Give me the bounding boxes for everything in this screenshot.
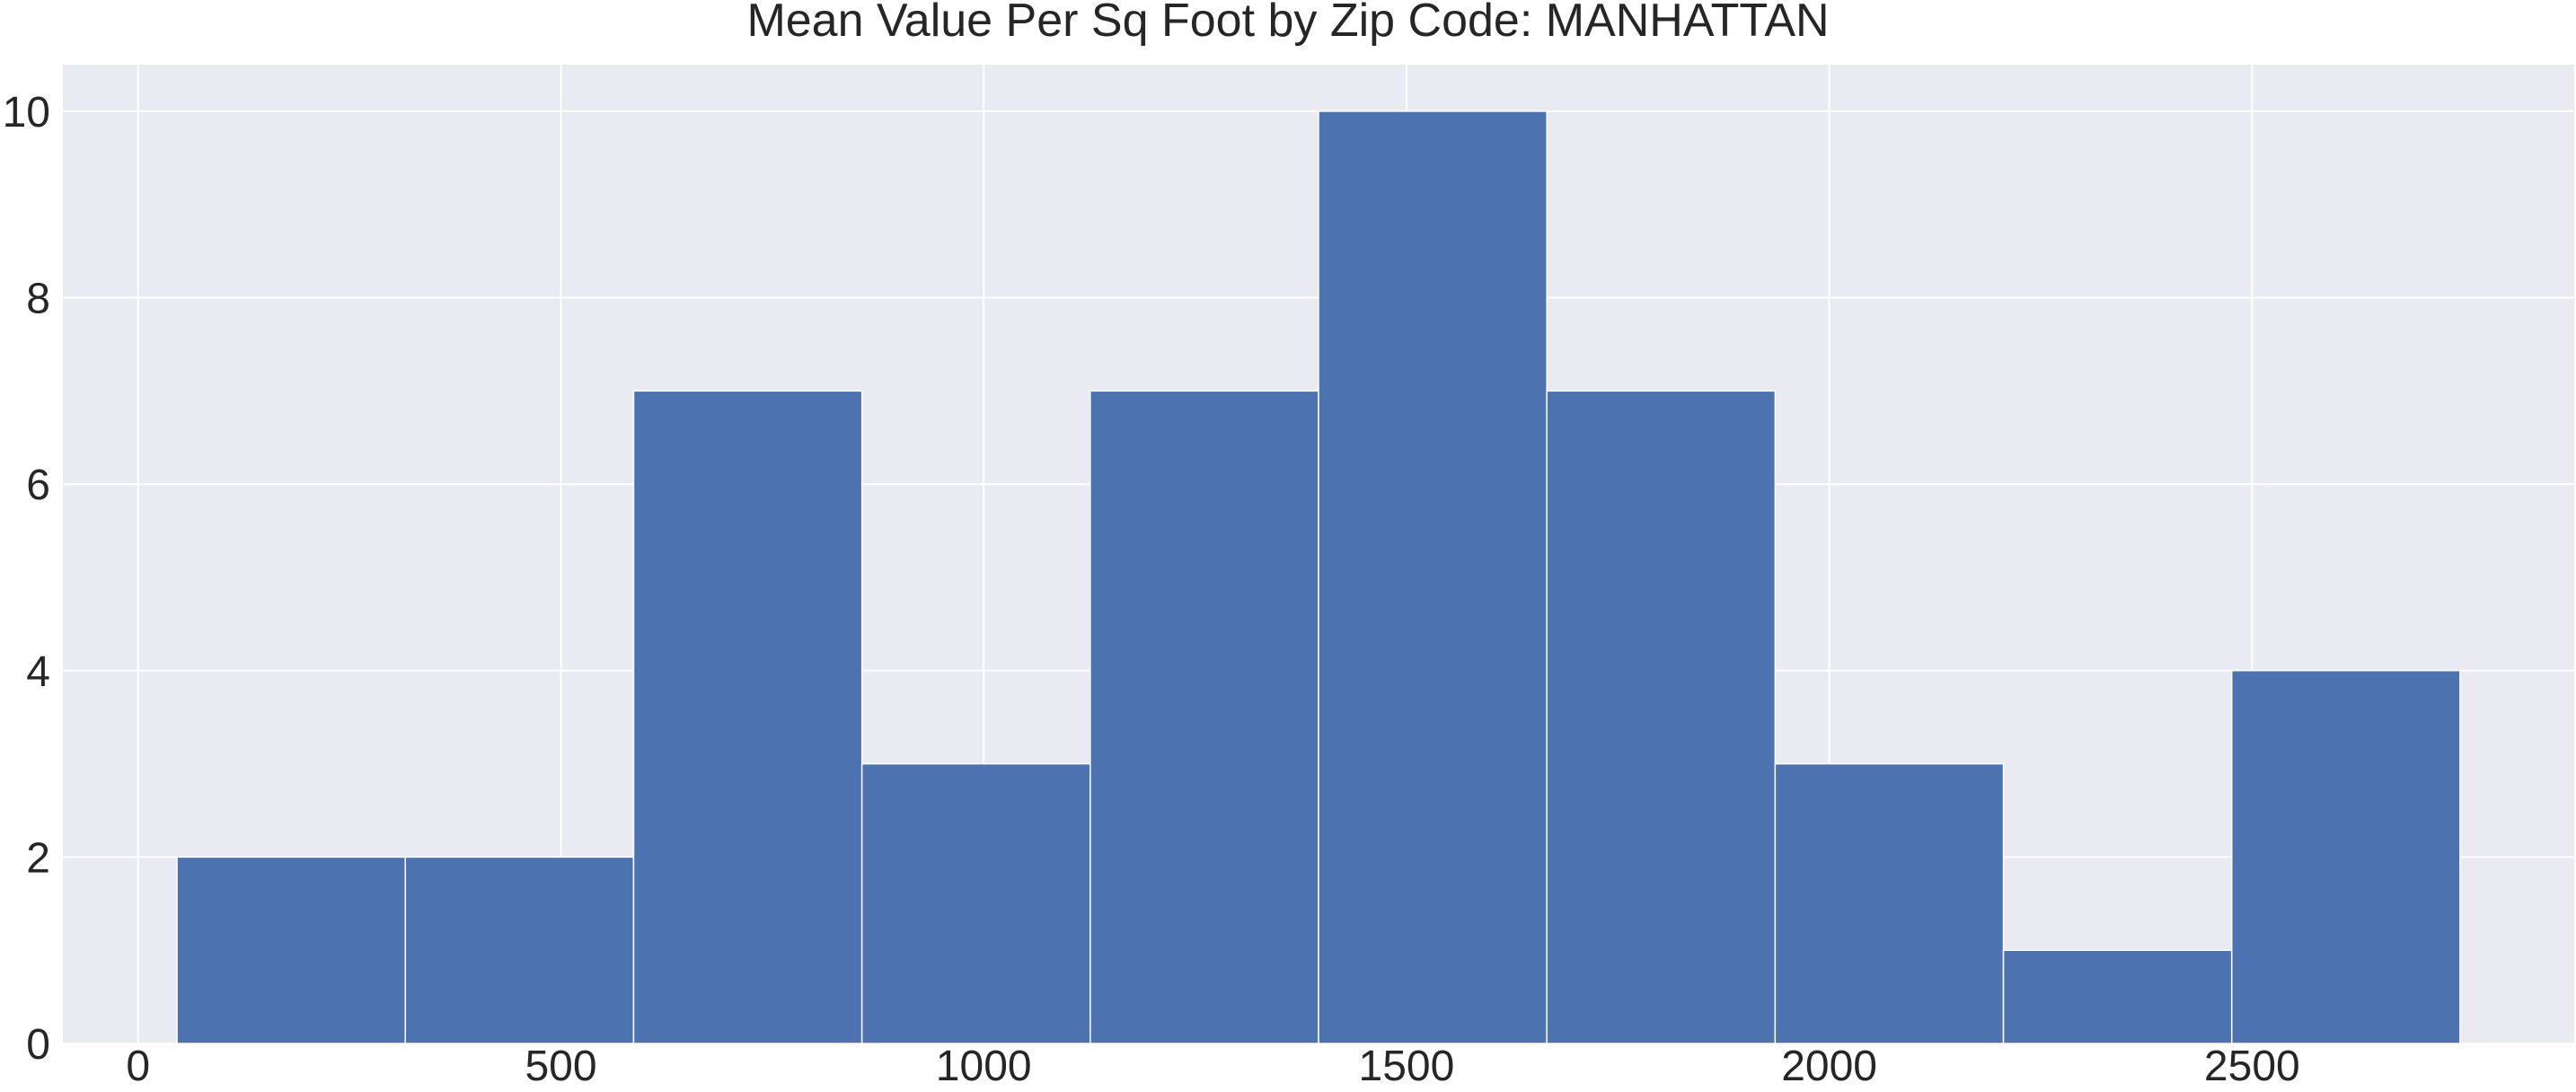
y-axis-ticks: 0 2 4 6 8 10 bbox=[3, 89, 50, 1069]
y-tick-label: 4 bbox=[26, 648, 50, 696]
histogram-bar bbox=[1090, 390, 1319, 1044]
x-tick-label: 1000 bbox=[936, 1043, 1032, 1090]
histogram-bar bbox=[1546, 390, 1777, 1044]
x-axis-ticks: 0 500 1000 1500 2000 2500 bbox=[126, 1043, 2299, 1090]
y-tick-label: 2 bbox=[26, 834, 50, 882]
y-tick-label: 6 bbox=[26, 462, 50, 509]
histogram-bar bbox=[176, 856, 407, 1044]
histogram-bar bbox=[1774, 762, 2005, 1044]
x-tick-label: 0 bbox=[126, 1043, 150, 1090]
histogram-bar bbox=[632, 390, 863, 1044]
y-tick-label: 0 bbox=[26, 1021, 50, 1069]
chart-title: Mean Value Per Sq Foot by Zip Code: MANH… bbox=[746, 0, 1829, 47]
histogram-bar bbox=[860, 762, 1091, 1044]
x-tick-label: 2500 bbox=[2204, 1043, 2300, 1090]
histogram-bar bbox=[2002, 949, 2233, 1044]
x-tick-label: 2000 bbox=[1781, 1043, 1877, 1090]
y-tick-label: 8 bbox=[26, 276, 50, 323]
x-tick-label: 1500 bbox=[1359, 1043, 1455, 1090]
x-tick-label: 500 bbox=[525, 1043, 596, 1090]
histogram-bar bbox=[2230, 670, 2461, 1044]
y-tick-label: 10 bbox=[3, 89, 50, 136]
histogram-bar bbox=[1318, 110, 1548, 1044]
histogram-bar bbox=[404, 856, 635, 1044]
bars bbox=[176, 110, 2461, 1044]
